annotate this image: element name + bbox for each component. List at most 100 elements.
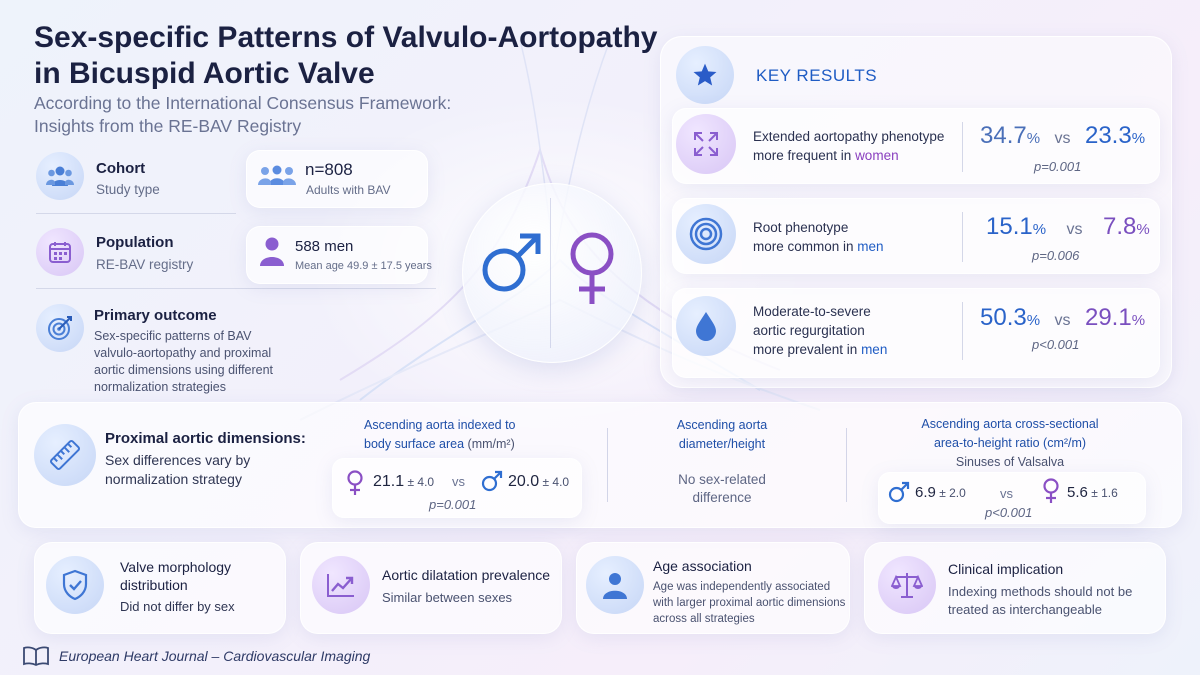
page-title: Sex-specific Patterns of Valvulo-Aortopa… xyxy=(34,20,674,92)
star-icon xyxy=(676,46,734,104)
clinical-implication-title: Clinical implication xyxy=(948,561,1064,577)
result-text: Root phenotype more common in men xyxy=(753,218,884,256)
result-text: Extended aortopathy phenotype more frequ… xyxy=(753,127,944,165)
text-line: Age was independently associated xyxy=(653,581,831,593)
valve-morphology-title: Valve morphology distribution xyxy=(120,558,231,594)
sd: ± 4.0 xyxy=(539,475,570,489)
subtitle-line-1: According to the International Consensus… xyxy=(34,93,452,113)
valve-morphology-sub: Did not differ by sex xyxy=(120,599,235,614)
text-line: across all strategies xyxy=(653,613,755,625)
female-bsa: 21.1 ± 4.0 xyxy=(373,473,434,491)
male-ratio: 6.9 ± 2.0 xyxy=(915,484,966,502)
heading-line: area-to-height ratio (cm²/m) xyxy=(933,436,1087,450)
male-bsa: 20.0 ± 4.0 xyxy=(508,473,569,491)
ruler-icon xyxy=(34,424,96,486)
title-line: Valve morphology xyxy=(120,559,232,575)
title-line: distribution xyxy=(120,577,188,593)
population-label: Population xyxy=(96,234,174,251)
result-line: Root phenotype xyxy=(753,220,849,235)
primary-line: aortic dimensions using different xyxy=(94,363,274,377)
vs-label: vs xyxy=(1054,130,1071,147)
divider xyxy=(846,428,847,502)
age-association-title: Age association xyxy=(653,558,752,574)
result-card xyxy=(672,108,1160,184)
n-value: n=808 xyxy=(305,160,353,179)
vs-label: vs xyxy=(452,474,465,489)
vs-label: vs xyxy=(1000,486,1013,501)
p-value: p=0.006 xyxy=(1032,248,1080,263)
sd: ± 4.0 xyxy=(404,475,435,489)
clinical-implication-text: Indexing methods should not be treated a… xyxy=(948,583,1132,619)
people-icon xyxy=(36,152,84,200)
sd: ± 1.6 xyxy=(1087,486,1118,500)
men-sub: Mean age 49.9 ± 17.5 years xyxy=(295,260,432,272)
unit: % xyxy=(1131,130,1146,147)
p-value: p=0.001 xyxy=(1034,159,1082,174)
primary-outcome-text: Sex-specific patterns of BAV valvulo-aor… xyxy=(94,328,294,396)
p-value: p=0.001 xyxy=(429,497,477,512)
title-line-1: Sex-specific Patterns of Valvulo-Aortopa… xyxy=(34,21,658,54)
ratio-values-card xyxy=(878,472,1146,524)
age-association-text: Age was independently associated with la… xyxy=(653,579,845,627)
heading-line: Ascending aorta cross-sectional xyxy=(921,417,1099,431)
unit: % xyxy=(1026,130,1041,147)
expand-arrows-icon xyxy=(676,114,736,174)
result-line: Extended aortopathy phenotype xyxy=(753,129,945,144)
dilatation-title: Aortic dilatation prevalence xyxy=(382,567,551,583)
value: 20.0 xyxy=(508,473,540,490)
result-highlight: men xyxy=(861,342,888,357)
male-symbol-icon xyxy=(478,230,544,301)
heading-line: body surface area xyxy=(364,437,465,451)
diameter-height-heading: Ascending aorta diameter/height xyxy=(622,416,822,454)
result-highlight: men xyxy=(857,239,884,254)
value: 5.6 xyxy=(1067,484,1088,501)
cohort-sub: Study type xyxy=(96,182,160,197)
divider xyxy=(36,288,436,289)
divider xyxy=(36,213,236,214)
concentric-rings-icon xyxy=(676,204,736,264)
primary-line: normalization strategies xyxy=(94,380,227,394)
heading-line: Sinuses of Valsalva xyxy=(955,455,1065,469)
shield-check-icon xyxy=(46,556,104,614)
scales-icon xyxy=(878,556,936,614)
p-value: p<0.001 xyxy=(1032,337,1080,352)
female-symbol-icon xyxy=(566,228,618,313)
value-men: 23.3 xyxy=(1084,122,1132,149)
proximal-title: Proximal aortic dimensions: xyxy=(105,430,306,447)
divider xyxy=(962,212,963,262)
user-icon xyxy=(586,556,644,614)
bsa-values-card xyxy=(332,458,582,518)
value-men: 15.1 xyxy=(986,213,1033,240)
unit: % xyxy=(1131,312,1146,329)
value-men: 50.3 xyxy=(980,304,1027,331)
result-line: aortic regurgitation xyxy=(753,323,865,338)
divider xyxy=(607,428,608,502)
value-women: 29.1 xyxy=(1084,304,1132,331)
men-value: 588 men xyxy=(295,238,354,255)
heading-line: Ascending aorta indexed to xyxy=(364,418,516,432)
population-sub: RE-BAV registry xyxy=(96,257,194,272)
value-women: 34.7 xyxy=(980,122,1027,149)
proximal-sub-line: normalization strategy xyxy=(105,471,242,487)
female-ratio: 5.6 ± 1.6 xyxy=(1067,484,1118,502)
result-line: Moderate-to-severe xyxy=(753,304,871,319)
text-line: No sex-related xyxy=(678,472,766,487)
heading-line: Ascending aorta xyxy=(676,418,768,432)
no-difference-text: No sex-related difference xyxy=(622,471,822,507)
cohort-label: Cohort xyxy=(96,160,146,177)
text-line: Indexing methods should not be xyxy=(948,584,1133,599)
title-line-2: in Bicuspid Aortic Valve xyxy=(34,57,375,90)
value: 21.1 xyxy=(373,473,405,490)
value: 6.9 xyxy=(915,484,936,501)
male-symbol-icon xyxy=(888,481,910,508)
book-icon xyxy=(22,646,50,671)
primary-outcome-label: Primary outcome xyxy=(94,307,217,324)
people-icon xyxy=(258,164,296,191)
proximal-sub-line: Sex differences vary by xyxy=(105,452,251,468)
female-symbol-icon xyxy=(346,470,364,501)
vs-label: vs xyxy=(1066,221,1083,238)
result-card xyxy=(672,198,1160,274)
droplet-icon xyxy=(676,296,736,356)
person-icon xyxy=(259,236,285,271)
result-card xyxy=(672,288,1160,378)
